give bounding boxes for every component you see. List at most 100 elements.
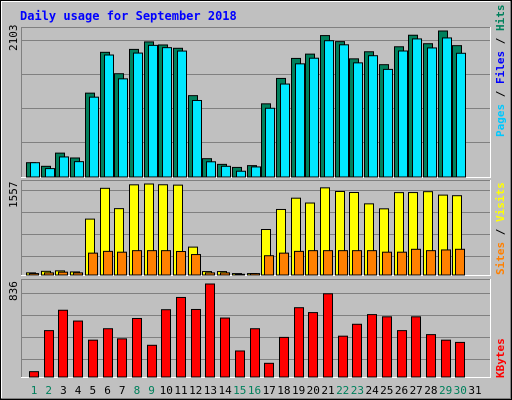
kbyte-bar-day-22 [338,335,348,378]
x-tick-day-25: 25 [380,384,393,397]
site-bar-day-19 [294,250,304,276]
x-tick-day-30: 30 [454,384,467,397]
kbyte-bar-day-28 [426,334,436,378]
site-bar-day-28 [426,250,436,276]
x-tick-day-14: 14 [218,384,232,397]
x-tick-day-20: 20 [307,384,320,397]
x-tick-day-17: 17 [263,384,276,397]
site-bar-day-7 [117,251,127,276]
kbyte-bar-day-2 [44,330,54,378]
panel-visits-shadow-edge [21,180,491,276]
file-bar-day-28 [427,47,437,178]
file-bar-day-14 [221,165,231,178]
site-bar-day-24 [367,250,377,276]
file-bar-day-16 [251,166,261,178]
kbyte-bar-day-17 [264,362,274,378]
legend-hits-panel: Pages / Files / Hits [494,5,507,138]
site-bar-day-2 [44,272,54,276]
kbyte-bar-day-5 [88,339,98,378]
file-bar-day-18 [280,83,290,178]
x-tick-day-21: 21 [321,384,334,397]
kbyte-bar-day-10 [161,309,171,378]
kbyte-bar-day-8 [132,317,142,378]
x-tick-day-11: 11 [174,384,187,397]
x-tick-day-9: 9 [148,384,155,397]
x-tick-day-24: 24 [365,384,379,397]
kbyte-bar-day-21 [323,293,333,378]
kbyte-bar-day-7 [117,338,127,378]
file-bar-day-10 [162,47,172,178]
site-bar-day-4 [73,272,83,276]
legend-pages: Pages [494,104,507,137]
file-bar-day-7 [118,78,128,178]
legend-kbytes-panel: KBytes [494,338,507,378]
kbyte-bar-day-12 [191,308,201,378]
kbyte-bar-day-27 [411,316,421,378]
x-tick-day-15: 15 [233,384,246,397]
site-bar-day-15 [235,273,245,276]
kbyte-bar-day-4 [73,320,83,378]
file-bar-day-29 [442,37,452,178]
x-tick-day-27: 27 [410,384,423,397]
site-bar-day-25 [382,251,392,276]
site-bar-day-18 [279,252,289,276]
file-bar-day-11 [177,50,187,178]
file-bar-day-1 [30,162,40,178]
file-bar-day-4 [74,161,84,178]
x-tick-day-5: 5 [89,384,96,397]
legend-sep-3: / [494,222,507,242]
y-max-label-hits: 2103 [7,25,20,52]
x-tick-day-2: 2 [45,384,52,397]
kbyte-bar-day-24 [367,314,377,378]
site-bar-day-1 [29,273,39,276]
site-bar-day-8 [132,250,142,276]
site-bar-day-14 [220,272,230,276]
file-bar-day-25 [383,68,393,178]
legend-visits: Visits [494,182,507,222]
visits-sites-bars [26,183,465,276]
file-bar-day-13 [206,161,216,178]
kbyte-bar-day-18 [279,336,289,378]
x-tick-day-22: 22 [336,384,349,397]
site-bar-day-5 [88,252,98,276]
site-bar-day-21 [323,250,333,276]
site-bar-day-6 [103,250,113,276]
x-tick-day-26: 26 [395,384,408,397]
kbyte-bar-day-26 [397,330,407,378]
x-axis-day-labels: 1 2 3 4 5 6 7 8 9 10 11 12 13 14 15 16 17 18 19 20 21 22 23 24 2… [31,384,482,397]
x-tick-day-18: 18 [277,384,290,397]
site-bar-day-16 [250,273,260,276]
y-max-label-kbytes: 836 [7,281,20,301]
chart-title: Daily usage for September 2018 [20,9,237,23]
kbytes-bars [29,283,465,378]
kbyte-bar-day-29 [441,339,451,378]
kbyte-bar-day-16 [250,328,260,378]
x-tick-day-8: 8 [134,384,141,397]
legend-kbytes: KBytes [494,338,507,378]
file-bar-day-15 [236,170,246,178]
site-bar-day-9 [147,250,157,276]
x-tick-day-23: 23 [351,384,364,397]
file-bar-day-19 [295,63,305,178]
site-bar-day-13 [205,272,215,276]
panel-hits-shadow-edge [21,27,491,178]
file-bar-day-6 [104,54,114,178]
panel-kbytes-shadow-edge [21,279,491,378]
legend-sep-2: / [494,31,507,51]
x-tick-day-1: 1 [31,384,38,397]
kbyte-bar-day-13 [205,283,215,378]
x-tick-day-16: 16 [248,384,261,397]
x-tick-day-3: 3 [60,384,67,397]
site-bar-day-27 [411,248,421,276]
kbyte-bar-day-25 [382,316,392,378]
kbyte-bar-day-9 [147,344,157,378]
x-tick-day-13: 13 [204,384,217,397]
legend-sep-1: / [494,84,507,104]
kbyte-bar-day-15 [235,350,245,378]
file-bar-day-27 [412,38,422,178]
kbyte-bar-day-11 [176,296,186,378]
file-bar-day-24 [368,55,378,178]
site-bar-day-20 [308,250,318,276]
file-bar-day-12 [192,99,202,178]
